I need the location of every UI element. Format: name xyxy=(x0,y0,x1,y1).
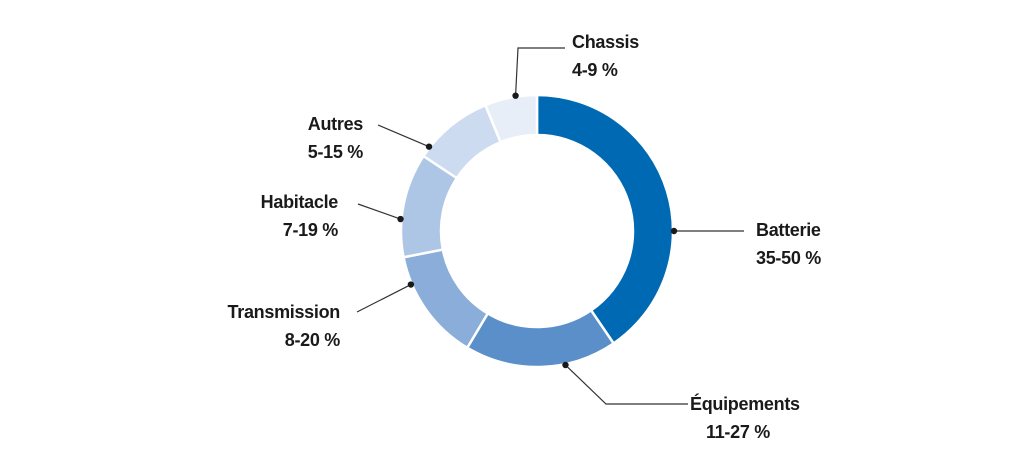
leader-dot-2 xyxy=(562,361,569,369)
label-batterie: Batterie 35-50 % xyxy=(756,220,822,268)
slice-1 xyxy=(535,93,675,346)
label-name: Chassis xyxy=(572,32,639,52)
label-range: 7-19 % xyxy=(283,220,339,240)
leader-dot-5 xyxy=(425,143,433,150)
leader-line-2 xyxy=(565,364,688,405)
label-range: 5-15 % xyxy=(308,142,364,162)
label-name: Équipements xyxy=(690,393,800,414)
label-autres: Autres 5-15 % xyxy=(308,114,364,162)
label-range: 11-27 % xyxy=(706,422,770,442)
donut-slices xyxy=(399,93,675,369)
label-name: Autres xyxy=(308,114,364,134)
label-transmission: Transmission 8-20 % xyxy=(228,302,341,350)
leader-line-3 xyxy=(356,283,412,313)
label-name: Batterie xyxy=(756,220,821,240)
slice-2 xyxy=(465,308,616,369)
leader-line-6 xyxy=(514,47,565,96)
label-range: 4-9 % xyxy=(572,60,618,80)
label-range: 8-20 % xyxy=(285,330,341,350)
leader-line-4 xyxy=(357,203,401,220)
leader-dot-4 xyxy=(397,215,404,223)
label-name: Habitacle xyxy=(261,192,339,212)
label-chassis: Chassis 4-9 % xyxy=(572,32,640,80)
label-leaders xyxy=(356,47,744,405)
leader-dot-6 xyxy=(512,92,519,99)
leader-dot-1 xyxy=(670,227,678,235)
label-range: 35-50 % xyxy=(756,248,821,268)
label-habitacle: Habitacle 7-19 % xyxy=(261,192,339,240)
slice-3 xyxy=(402,248,490,350)
label-equipements: Équipements 11-27 % xyxy=(690,393,800,442)
label-name: Transmission xyxy=(228,302,340,322)
slice-6 xyxy=(483,93,539,144)
leader-dot-3 xyxy=(407,281,415,288)
leader-line-5 xyxy=(377,124,430,148)
